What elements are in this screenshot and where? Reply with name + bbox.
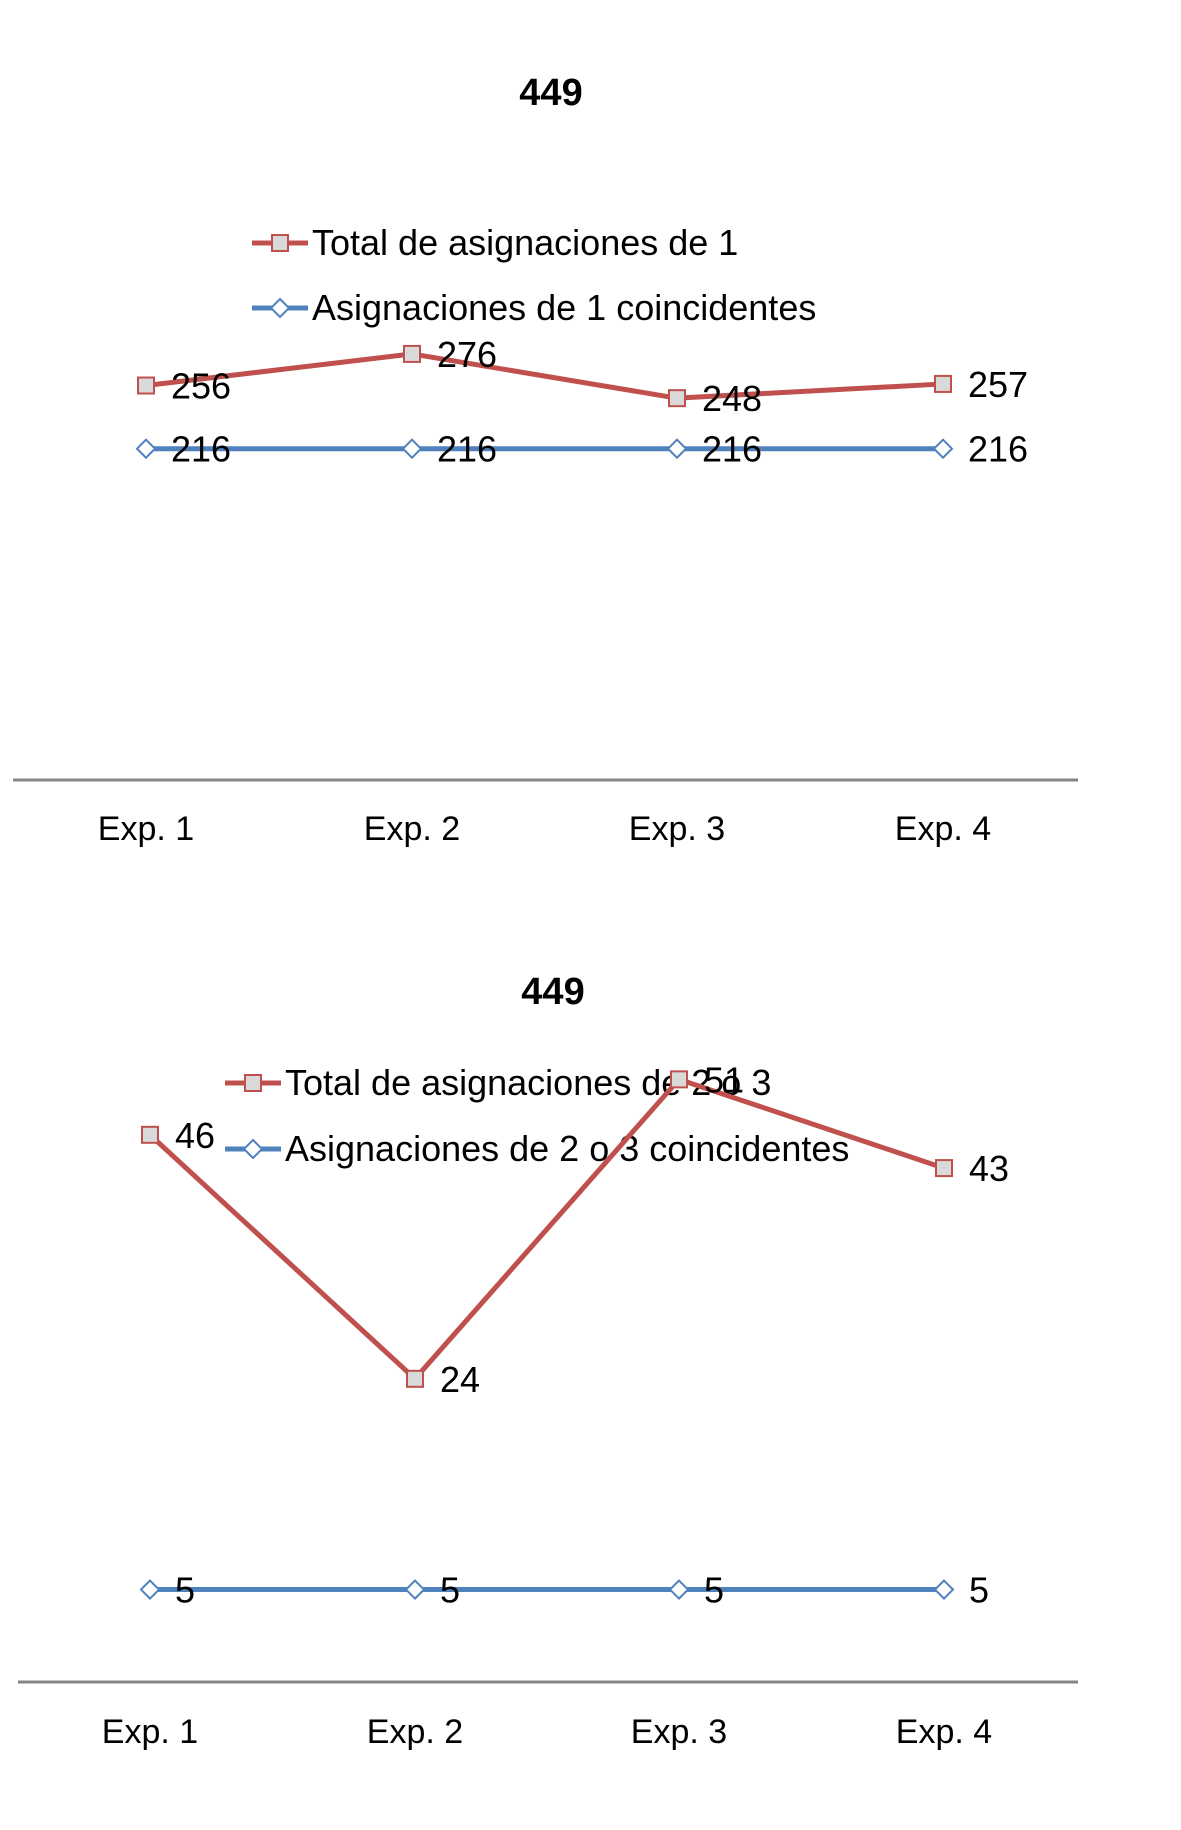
x-tick-label: Exp. 1 xyxy=(102,1713,198,1751)
data-point-square xyxy=(137,376,155,395)
data-label: 257 xyxy=(968,364,1028,405)
data-point-diamond xyxy=(139,1579,161,1600)
data-label: 216 xyxy=(171,429,231,470)
data-label: 248 xyxy=(702,378,762,419)
x-tick-label: Exp. 3 xyxy=(631,1713,727,1751)
diamond-marker-icon xyxy=(242,1138,264,1160)
x-tick-label: Exp. 1 xyxy=(98,810,194,848)
data-label: 216 xyxy=(968,429,1028,470)
x-tick-label: Exp. 4 xyxy=(896,1713,992,1751)
square-marker-icon xyxy=(271,234,289,252)
x-tick-label: Exp. 3 xyxy=(629,810,725,848)
square-marker-icon xyxy=(244,1074,262,1092)
legend-item: Asignaciones de 1 coincidentes xyxy=(252,287,816,328)
series-line xyxy=(148,1076,945,1382)
chart-2: 449 Total de asignaciones de 2 o 3 Asign… xyxy=(0,900,1181,1825)
data-point-square xyxy=(406,1369,424,1388)
chart-title: 449 xyxy=(521,971,584,1013)
x-tick-label: Exp. 2 xyxy=(364,810,460,848)
legend-label: Asignaciones de 1 coincidentes xyxy=(312,287,816,328)
chart-1: 449 Total de asignaciones de 1 Asignacio… xyxy=(0,0,1181,900)
data-point-square xyxy=(670,1070,688,1089)
chart-1-svg: 449 Total de asignaciones de 1 Asignacio… xyxy=(13,72,1078,848)
data-label: 43 xyxy=(969,1148,1009,1189)
data-point-square xyxy=(934,374,952,393)
data-point-diamond xyxy=(932,438,954,460)
data-label: 256 xyxy=(171,366,231,407)
x-tick-label: Exp. 2 xyxy=(367,1713,463,1751)
legend: Total de asignaciones de 1 Asignaciones … xyxy=(252,222,816,328)
data-point-diamond xyxy=(135,438,157,460)
data-label: 5 xyxy=(704,1570,724,1611)
x-tick-label: Exp. 4 xyxy=(895,810,991,848)
legend-label: Total de asignaciones de 1 xyxy=(312,222,738,263)
data-point-diamond xyxy=(401,438,423,460)
data-label: 276 xyxy=(437,334,497,375)
legend-label: Total de asignaciones de 2 o 3 xyxy=(285,1062,771,1103)
data-point-square xyxy=(403,344,421,363)
legend-item: Total de asignaciones de 1 xyxy=(252,222,738,263)
legend-label: Asignaciones de 2 o 3 coincidentes xyxy=(285,1128,849,1169)
chart-title: 449 xyxy=(519,72,582,114)
data-point-diamond xyxy=(933,1579,955,1600)
data-point-diamond xyxy=(668,1579,690,1600)
data-label: 216 xyxy=(437,429,497,470)
data-label: 51 xyxy=(704,1059,744,1100)
data-label: 46 xyxy=(175,1115,215,1156)
data-label: 5 xyxy=(440,1570,460,1611)
data-point-square xyxy=(668,389,686,408)
plot-area: Exp. 1 Exp. 2 Exp. 3 Exp. 4 216 216 216 216 256 2… xyxy=(98,334,1028,848)
diamond-marker-icon xyxy=(269,297,291,319)
data-label: 5 xyxy=(969,1570,989,1611)
data-label: 216 xyxy=(702,429,762,470)
data-label: 5 xyxy=(175,1570,195,1611)
legend-item: Asignaciones de 2 o 3 coincidentes xyxy=(225,1128,849,1169)
plot-area: Exp. 1 Exp. 2 Exp. 3 Exp. 4 5 5 5 5 46 24 51 43 xyxy=(102,1059,1009,1751)
data-label: 24 xyxy=(440,1359,480,1400)
series-line xyxy=(145,351,944,401)
data-point-square xyxy=(935,1159,953,1178)
data-point-diamond xyxy=(666,438,688,460)
chart-2-svg: 449 Total de asignaciones de 2 o 3 Asign… xyxy=(18,971,1078,1751)
data-point-square xyxy=(141,1125,159,1144)
data-point-diamond xyxy=(404,1579,426,1600)
legend: Total de asignaciones de 2 o 3 Asignacio… xyxy=(225,1062,849,1169)
